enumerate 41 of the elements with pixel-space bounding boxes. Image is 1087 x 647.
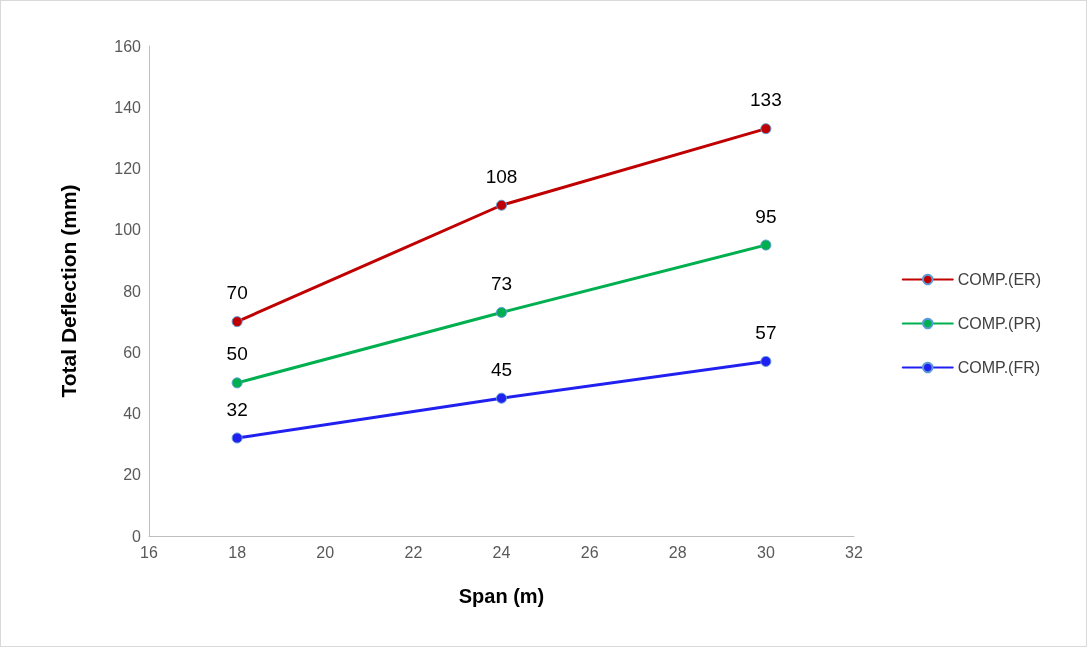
legend-label: COMP.(ER) xyxy=(957,271,1041,288)
y-tick-label: 140 xyxy=(114,98,142,116)
y-axis-title: Total Deflection (mm) xyxy=(57,184,80,398)
point xyxy=(760,123,772,135)
data-label: 133 xyxy=(750,89,782,111)
point xyxy=(496,199,507,211)
x-tick-label: 20 xyxy=(316,543,335,561)
data-label: 50 xyxy=(226,343,248,365)
point xyxy=(496,306,507,318)
y-tick-label: 40 xyxy=(123,405,142,422)
point xyxy=(760,355,772,367)
x-tick-label: 16 xyxy=(140,543,158,561)
data-label: 45 xyxy=(490,358,513,380)
x-tick-label: 30 xyxy=(756,543,775,561)
x-tick-label: 22 xyxy=(404,543,423,561)
point xyxy=(231,316,243,328)
data-label: 70 xyxy=(226,282,248,304)
x-tick-label: 26 xyxy=(580,543,599,561)
y-tick-label: 60 xyxy=(123,343,142,361)
data-label: 57 xyxy=(755,321,777,343)
point xyxy=(760,239,772,251)
y-tick-label: 160 xyxy=(114,37,142,55)
point xyxy=(231,377,243,389)
y-tick-label: 100 xyxy=(114,221,142,239)
x-tick-label: 28 xyxy=(668,543,687,561)
x-tick-label: 32 xyxy=(845,543,863,561)
point xyxy=(496,392,507,404)
data-label: 73 xyxy=(490,272,513,294)
y-tick-label: 20 xyxy=(123,466,142,484)
x-tick-label: 24 xyxy=(492,543,511,561)
y-tick-label: 0 xyxy=(132,527,142,545)
x-tick-label: 18 xyxy=(228,543,247,561)
data-label: 95 xyxy=(755,205,777,227)
point xyxy=(231,432,243,444)
data-label: 32 xyxy=(226,398,248,420)
x-axis-title: Span (m) xyxy=(458,585,545,607)
data-label: 108 xyxy=(485,165,518,187)
legend-label: COMP.(PR) xyxy=(957,315,1041,332)
legend-label: COMP.(FR) xyxy=(957,359,1041,376)
y-tick-label: 120 xyxy=(114,160,142,177)
y-tick-label: 80 xyxy=(123,282,142,300)
